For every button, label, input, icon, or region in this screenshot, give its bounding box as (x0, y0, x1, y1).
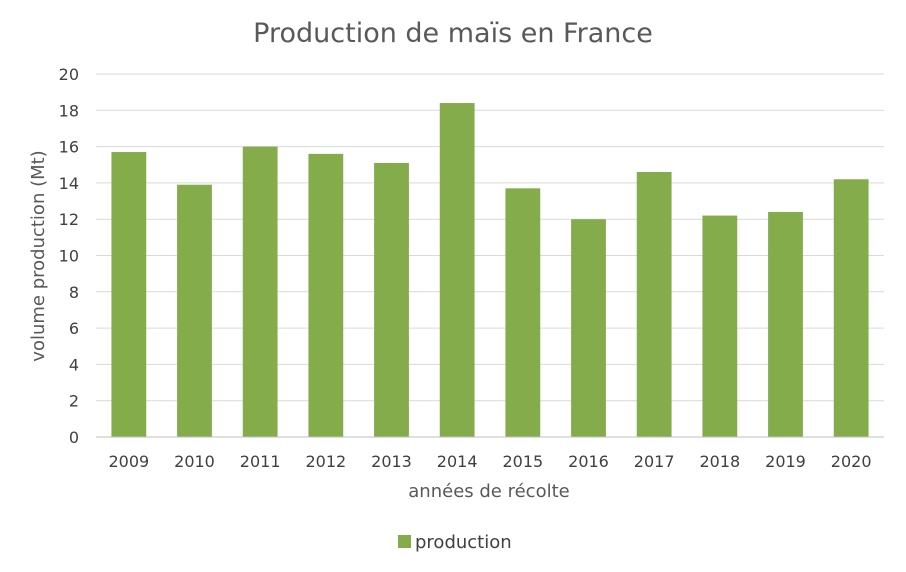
bar-2014 (439, 103, 475, 437)
legend-label: production (415, 532, 512, 553)
legend: production (398, 532, 512, 553)
x-tick-label: 2015 (502, 452, 543, 471)
y-axis-ticks: 0 2 4 6 8 10 12 14 16 18 20 (59, 65, 79, 447)
x-axis-ticks: 2009 2010 2011 2012 2013 2014 2015 2016 2017 2018… (108, 452, 871, 471)
bar-2013 (374, 162, 409, 437)
legend-swatch (398, 535, 411, 548)
y-tick-label: 12 (59, 210, 79, 229)
x-tick-label: 2019 (765, 452, 806, 471)
bar-2009 (111, 152, 147, 438)
x-tick-label: 2013 (371, 452, 412, 471)
y-tick-label: 6 (69, 319, 79, 338)
y-tick-label: 20 (59, 65, 79, 84)
bar-2011 (242, 146, 278, 437)
y-tick-label: 16 (59, 138, 79, 157)
bars (111, 103, 869, 438)
y-tick-label: 4 (69, 355, 79, 374)
x-tick-label: 2012 (305, 452, 346, 471)
y-tick-label: 0 (69, 428, 79, 447)
x-tick-label: 2014 (437, 452, 478, 471)
x-tick-label: 2009 (108, 452, 149, 471)
bar-2015 (505, 188, 541, 437)
y-tick-label: 10 (59, 247, 79, 266)
bar-2010 (177, 184, 212, 437)
bar-2019 (768, 211, 803, 437)
x-tick-label: 2011 (240, 452, 281, 471)
y-axis-label: volume production (Mt) (28, 150, 49, 361)
y-tick-label: 8 (69, 283, 79, 302)
x-tick-label: 2016 (568, 452, 609, 471)
bar-2018 (702, 215, 738, 437)
x-tick-label: 2020 (831, 452, 872, 471)
bar-2017 (636, 172, 672, 437)
bar-2016 (571, 219, 606, 437)
x-axis-label: années de récolte (408, 481, 569, 502)
gridlines (96, 73, 884, 402)
bar-2012 (308, 153, 344, 438)
chart-title: Production de maïs en France (253, 18, 653, 49)
y-tick-label: 14 (59, 174, 79, 193)
x-tick-label: 2010 (174, 452, 215, 471)
x-tick-label: 2017 (634, 452, 675, 471)
y-tick-label: 2 (69, 392, 79, 411)
bar-2020 (833, 179, 869, 437)
x-tick-label: 2018 (699, 452, 740, 471)
y-tick-label: 18 (59, 101, 79, 120)
